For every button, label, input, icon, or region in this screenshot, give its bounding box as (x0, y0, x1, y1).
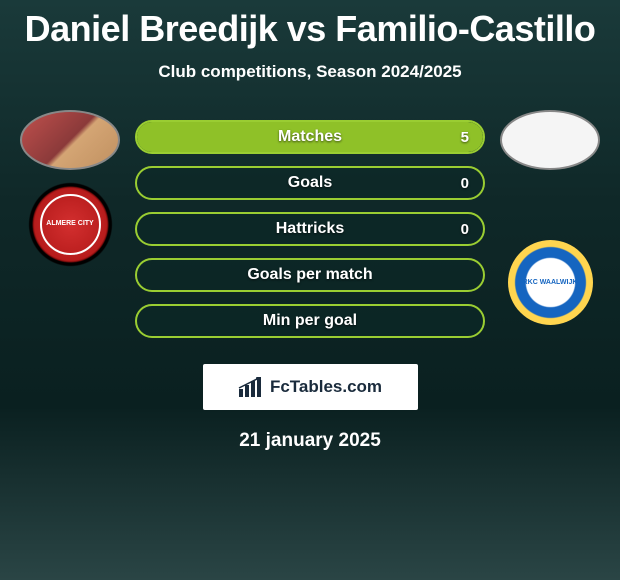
season-subtitle: Club competitions, Season 2024/2025 (0, 62, 620, 82)
infographic-root: Daniel Breedijk vs Familio-Castillo Club… (0, 0, 620, 580)
player-photo-left (20, 110, 120, 170)
player-photo-right (500, 110, 600, 170)
stat-label: Matches (137, 128, 483, 146)
brand-text: FcTables.com (270, 377, 382, 397)
stat-bars: Matches5Goals0Hattricks0Goals per matchM… (135, 120, 485, 350)
stat-row: Min per goal (135, 304, 485, 338)
left-column (10, 110, 130, 267)
stat-value-right: 0 (461, 221, 469, 238)
right-column (490, 110, 610, 325)
stat-label: Goals (137, 174, 483, 192)
club-logo-left (28, 182, 113, 267)
brand-badge: FcTables.com (203, 364, 418, 410)
stat-label: Min per goal (137, 312, 483, 330)
stat-row: Hattricks0 (135, 212, 485, 246)
stats-area: Matches5Goals0Hattricks0Goals per matchM… (0, 110, 620, 350)
stat-label: Goals per match (137, 266, 483, 284)
stat-value-right: 5 (461, 129, 469, 146)
stat-label: Hattricks (137, 220, 483, 238)
stat-row: Goals per match (135, 258, 485, 292)
date-label: 21 january 2025 (0, 430, 620, 452)
bar-chart-icon (238, 377, 264, 397)
club-logo-right (508, 240, 593, 325)
stat-row: Goals0 (135, 166, 485, 200)
page-title: Daniel Breedijk vs Familio-Castillo (0, 0, 620, 50)
stat-value-right: 0 (461, 175, 469, 192)
stat-row: Matches5 (135, 120, 485, 154)
